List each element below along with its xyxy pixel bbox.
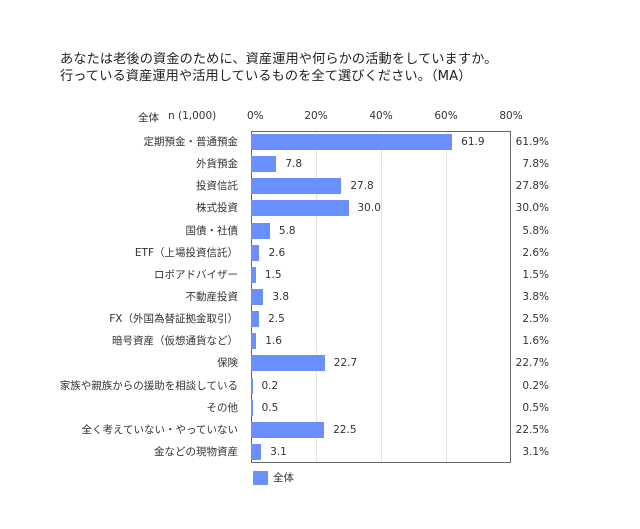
bar-value-label: 1.5 — [264, 268, 282, 281]
category-label: ロボアドバイザー — [154, 268, 238, 281]
category-label: その他 — [206, 401, 239, 414]
bar-value-label: 61.9 — [461, 136, 485, 149]
bar — [251, 377, 253, 394]
legend-label: 全体 — [273, 472, 294, 484]
chart-title: あなたは老後の資金のために、資産運用や何らかの活動をしていますか。 行っている資… — [60, 51, 497, 85]
title-line-1: あなたは老後の資金のために、資産運用や何らかの活動をしていますか。 — [60, 52, 498, 67]
x-tick-label: 60% — [434, 110, 458, 122]
bar-value-label: 0.5 — [261, 401, 279, 414]
sample-size-label: n (1,000) — [168, 110, 217, 122]
bar — [251, 222, 270, 239]
legend-swatch — [253, 470, 268, 485]
bar — [251, 134, 453, 151]
x-tick-label: 80% — [499, 110, 523, 122]
bar — [251, 178, 342, 195]
category-label: 投資信託 — [196, 180, 238, 193]
bar-value-label: 3.1 — [270, 445, 287, 458]
bar-value-label: 27.8 — [350, 180, 374, 193]
bar-value-label: 22.5 — [333, 423, 357, 436]
bar — [251, 200, 349, 217]
category-label: 金などの現物資産 — [154, 445, 238, 458]
x-tick-label: 0% — [247, 110, 264, 122]
category-label: ETF（上場投資信託） — [134, 246, 238, 259]
x-tick-label: 20% — [304, 110, 328, 122]
bar — [251, 399, 253, 416]
bar-value-label: 30.0 — [357, 202, 381, 215]
bar-value-label: 22.7 — [333, 357, 358, 370]
category-label: 定期預金・普通預金 — [143, 136, 239, 149]
category-label: 家族や親族からの援助を相談している — [59, 379, 238, 392]
bar-value-label: 7.8 — [285, 158, 303, 171]
category-label: 不動産投資 — [185, 291, 239, 303]
percent-label: 0.5% — [522, 401, 549, 414]
percent-label: 1.6% — [522, 335, 549, 348]
bar-value-label: 0.2 — [261, 379, 279, 392]
legend: 全体 — [253, 470, 294, 485]
x-tick-label: 40% — [369, 110, 393, 122]
group-label: 全体 — [138, 112, 159, 124]
percent-label: 27.8% — [515, 180, 549, 193]
percent-label: 2.5% — [522, 313, 549, 326]
bar — [251, 355, 325, 372]
title-line-2: 行っている資産運用や活用しているものを全て選びください。（MA） — [60, 69, 472, 84]
category-label: 外貨預金 — [196, 158, 238, 171]
bar — [251, 289, 264, 305]
percent-label: 22.5% — [515, 423, 549, 436]
bar — [251, 311, 260, 328]
percent-label: 3.1% — [522, 445, 549, 458]
bar — [251, 443, 262, 460]
bar-value-label: 2.6 — [268, 246, 286, 259]
percent-label: 7.8% — [522, 158, 549, 171]
percent-label: 0.2% — [522, 379, 549, 392]
bar-value-label: 5.8 — [278, 224, 296, 237]
category-label: FX（外国為替証拠金取引） — [109, 313, 238, 326]
gridline-20 — [316, 132, 317, 462]
percent-label: 2.6% — [522, 246, 549, 259]
bar-value-label: 2.5 — [268, 313, 285, 326]
gridline-40 — [381, 132, 382, 462]
category-label: 保険 — [217, 357, 238, 370]
category-label: 全く考えていない・やっていない — [81, 423, 238, 436]
bar — [251, 266, 256, 283]
gridline-60 — [446, 132, 447, 462]
bar-value-label: 3.8 — [272, 291, 290, 303]
percent-label: 3.8% — [522, 291, 549, 303]
percent-label: 61.9% — [515, 136, 549, 149]
category-label: 暗号資産（仮想通貨など） — [112, 335, 238, 348]
percent-label: 22.7% — [515, 357, 549, 370]
percent-label: 5.8% — [522, 224, 549, 237]
bar — [251, 244, 260, 261]
category-label: 株式投資 — [196, 202, 238, 215]
bar-value-label: 1.6 — [265, 335, 282, 348]
bar — [251, 421, 325, 438]
bar — [251, 156, 277, 173]
category-label: 国債・社債 — [185, 224, 239, 237]
percent-label: 1.5% — [522, 268, 549, 281]
percent-label: 30.0% — [515, 202, 549, 215]
bar — [251, 333, 257, 350]
